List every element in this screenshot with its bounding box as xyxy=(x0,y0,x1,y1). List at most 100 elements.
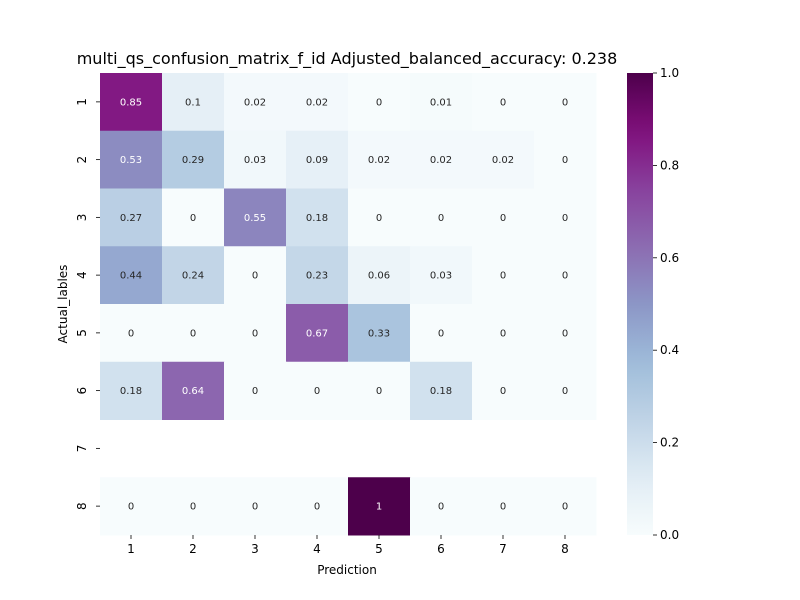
heatmap-cell-r5-c4 xyxy=(286,304,349,363)
heatmap-cell-r1-c1 xyxy=(100,73,163,132)
heatmap-cell-r6-c3 xyxy=(224,361,287,420)
heatmap-cell-r4-c8 xyxy=(534,246,597,305)
cell-label-r4-c1: 0.44 xyxy=(120,271,142,282)
y-tick-label-2: 2 xyxy=(75,156,89,164)
heatmap-cell-r5-c1 xyxy=(100,304,163,363)
cell-label-r3-c4: 0.18 xyxy=(306,213,328,224)
cell-label-r6-c5: 0 xyxy=(376,386,382,397)
y-tick-label-4: 4 xyxy=(75,271,89,279)
cell-label-r3-c2: 0 xyxy=(190,213,196,224)
cell-label-r2-c2: 0.29 xyxy=(182,155,204,166)
cell-label-r4-c3: 0 xyxy=(252,271,258,282)
heatmap-cell-r5-c5 xyxy=(348,304,411,363)
cell-label-r1-c4: 0.02 xyxy=(306,97,328,108)
heatmap-cell-r3-c2 xyxy=(162,188,225,247)
heatmap-cell-r6-c1 xyxy=(100,361,163,420)
y-tick-label-8: 8 xyxy=(75,502,89,510)
cell-label-r4-c7: 0 xyxy=(500,271,506,282)
y-axis-ticks: 1 2 3 4 5 6 7 8 xyxy=(75,98,100,510)
cell-label-r3-c5: 0 xyxy=(376,213,382,224)
cell-label-r5-c7: 0 xyxy=(500,328,506,339)
x-axis-label: Prediction xyxy=(317,563,377,577)
heatmap-cell-r2-c8 xyxy=(534,130,597,189)
cell-label-r5-c5: 0.33 xyxy=(368,328,390,339)
cell-label-r6-c7: 0 xyxy=(500,386,506,397)
heatmap-cell-r4-c1 xyxy=(100,246,163,305)
cell-label-r8-c7: 0 xyxy=(500,502,506,513)
heatmap-cell-r2-c2 xyxy=(162,130,225,189)
colorbar-tick-label-1.0: 1.0 xyxy=(660,66,679,80)
cell-label-r4-c8: 0 xyxy=(562,271,568,282)
cell-label-r2-c7: 0.02 xyxy=(492,155,514,166)
cell-label-r8-c4: 0 xyxy=(314,502,320,513)
x-tick-label-5: 5 xyxy=(375,542,383,556)
x-tick-label-4: 4 xyxy=(313,542,321,556)
cell-label-r2-c4: 0.09 xyxy=(306,155,328,166)
heatmap-cell-r6-c7 xyxy=(472,361,535,420)
cell-label-r8-c3: 0 xyxy=(252,502,258,513)
cell-label-r6-c4: 0 xyxy=(314,386,320,397)
cell-label-r3-c6: 0 xyxy=(438,213,444,224)
x-axis-ticks: 1 2 3 4 5 6 7 8 xyxy=(127,535,569,556)
heatmap-cell-r4-c3 xyxy=(224,246,287,305)
cell-label-r8-c5: 1 xyxy=(376,502,382,513)
y-tick-label-6: 6 xyxy=(75,387,89,395)
heatmap-cell-r4-c6 xyxy=(410,246,473,305)
heatmap-cell-r3-c6 xyxy=(410,188,473,247)
cell-label-r2-c6: 0.02 xyxy=(430,155,452,166)
cell-label-r1-c7: 0 xyxy=(500,97,506,108)
heatmap-cell-r8-c5 xyxy=(348,477,411,536)
colorbar-tick-label-0.0: 0.0 xyxy=(660,528,679,542)
cell-label-r6-c2: 0.64 xyxy=(182,386,204,397)
cell-label-r4-c4: 0.23 xyxy=(306,271,328,282)
heatmap-cell-r2-c3 xyxy=(224,130,287,189)
cell-label-r1-c5: 0 xyxy=(376,97,382,108)
heatmap-cell-r1-c5 xyxy=(348,73,411,132)
heatmap-cells xyxy=(100,73,597,536)
cell-label-r8-c6: 0 xyxy=(438,502,444,513)
x-tick-label-6: 6 xyxy=(437,542,445,556)
heatmap-cell-r2-c4 xyxy=(286,130,349,189)
heatmap-cell-labels: 0.85 0.1 0.02 0.02 0 0.01 0 0 0.53 0.29 0.03 0.09 0.… xyxy=(120,97,568,512)
cell-label-r8-c2: 0 xyxy=(190,502,196,513)
heatmap-cell-r3-c3 xyxy=(224,188,287,247)
heatmap-cell-r6-c8 xyxy=(534,361,597,420)
cell-label-r4-c5: 0.06 xyxy=(368,271,390,282)
cell-label-r1-c8: 0 xyxy=(562,97,568,108)
heatmap-cell-r1-c6 xyxy=(410,73,473,132)
x-tick-label-7: 7 xyxy=(499,542,507,556)
cell-label-r2-c8: 0 xyxy=(562,155,568,166)
heatmap-cell-r8-c7 xyxy=(472,477,535,536)
cell-label-r5-c3: 0 xyxy=(252,328,258,339)
heatmap-cell-r8-c3 xyxy=(224,477,287,536)
cell-label-r6-c3: 0 xyxy=(252,386,258,397)
cell-label-r2-c5: 0.02 xyxy=(368,155,390,166)
colorbar-tick-label-0.4: 0.4 xyxy=(660,343,679,357)
heatmap-cell-r1-c8 xyxy=(534,73,597,132)
colorbar-ticks: 0.0 0.2 0.4 0.6 0.8 1.0 xyxy=(653,66,679,542)
cell-label-r3-c8: 0 xyxy=(562,213,568,224)
heatmap-cell-r5-c6 xyxy=(410,304,473,363)
cell-label-r6-c8: 0 xyxy=(562,386,568,397)
cell-label-r1-c1: 0.85 xyxy=(120,97,142,108)
cell-label-r2-c3: 0.03 xyxy=(244,155,266,166)
heatmap-cell-r6-c6 xyxy=(410,361,473,420)
heatmap-cell-r6-c4 xyxy=(286,361,349,420)
heatmap-cell-r8-c8 xyxy=(534,477,597,536)
heatmap-cell-r1-c2 xyxy=(162,73,225,132)
y-axis-label: Actual_lables xyxy=(56,265,70,344)
heatmap-cell-r1-c7 xyxy=(472,73,535,132)
cell-label-r3-c7: 0 xyxy=(500,213,506,224)
heatmap-cell-r4-c4 xyxy=(286,246,349,305)
x-tick-label-1: 1 xyxy=(127,542,135,556)
cell-label-r1-c2: 0.1 xyxy=(185,97,201,108)
x-tick-label-3: 3 xyxy=(251,542,259,556)
x-tick-label-8: 8 xyxy=(561,542,569,556)
cell-label-r1-c6: 0.01 xyxy=(430,97,452,108)
cell-label-r2-c1: 0.53 xyxy=(120,155,142,166)
cell-label-r5-c6: 0 xyxy=(438,328,444,339)
heatmap-cell-r2-c1 xyxy=(100,130,163,189)
heatmap-cell-r3-c8 xyxy=(534,188,597,247)
cell-label-r8-c8: 0 xyxy=(562,502,568,513)
